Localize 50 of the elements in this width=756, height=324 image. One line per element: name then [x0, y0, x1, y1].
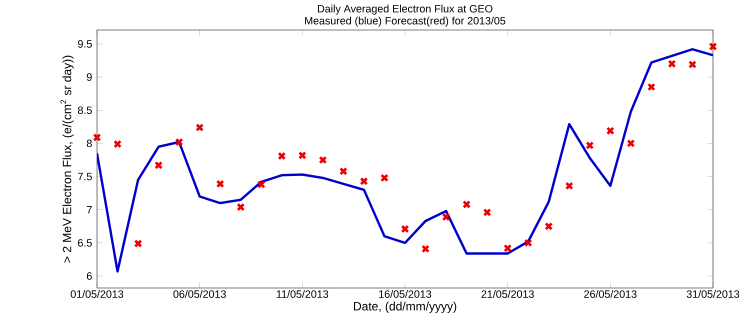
- point: [174, 138, 184, 146]
- point: [606, 126, 614, 135]
- x-tick-label: 11/05/2013: [276, 290, 328, 298]
- x-tick-label: 26/05/2013: [584, 290, 637, 298]
- point: [482, 208, 492, 217]
- point: [524, 238, 532, 248]
- point: [565, 182, 574, 190]
- point: [688, 60, 697, 69]
- point: [380, 174, 389, 182]
- y-tick-label: 6: [86, 272, 92, 280]
- x-tick-label: 06/05/2013: [173, 290, 226, 298]
- y-tick-label: 8: [86, 140, 92, 148]
- y-tick-label: 9.5: [78, 40, 92, 48]
- point: [586, 141, 594, 150]
- point: [400, 224, 410, 234]
- x-tick-label: 01/05/2013: [70, 290, 124, 298]
- point: [216, 180, 224, 188]
- point: [257, 180, 266, 189]
- point: [339, 167, 348, 176]
- point: [113, 140, 122, 148]
- point: [196, 123, 204, 132]
- x-tick-label: 16/05/2013: [379, 290, 432, 298]
- point: [504, 244, 512, 252]
- point: [708, 42, 718, 51]
- x-tick-label: 21/05/2013: [482, 290, 534, 298]
- point: [647, 82, 656, 92]
- x-axis-title: Date, (dd/mm/yyyy): [354, 302, 456, 313]
- y-tick-label: 7.5: [78, 172, 92, 180]
- point: [626, 139, 636, 148]
- point: [236, 202, 245, 212]
- point: [154, 161, 163, 170]
- y-tick-label: 9: [86, 73, 92, 81]
- point: [134, 239, 142, 248]
- x-tick-label: 31/05/2013: [686, 290, 740, 298]
- point: [668, 60, 676, 68]
- y-axis-title: > 2 MeV Electron Flux, (e/(cm$^{2}$ sr day)): [60, 56, 74, 262]
- point: [92, 133, 102, 142]
- chart-title: Daily Averaged Electron Flux at GEO: [318, 4, 492, 15]
- point: [421, 244, 430, 254]
- point: [462, 200, 471, 209]
- y-tick-label: 6.5: [78, 239, 92, 247]
- point: [360, 177, 368, 186]
- point: [298, 151, 307, 160]
- y-tick-label: 7: [86, 206, 92, 214]
- y-tick-label: 8.5: [78, 106, 92, 114]
- point: [318, 156, 328, 164]
- point: [544, 222, 553, 230]
- point: [442, 212, 450, 222]
- point: [278, 152, 286, 160]
- chart-subtitle: Measured (blue) Forecast(red) for 2013/05: [305, 16, 506, 27]
